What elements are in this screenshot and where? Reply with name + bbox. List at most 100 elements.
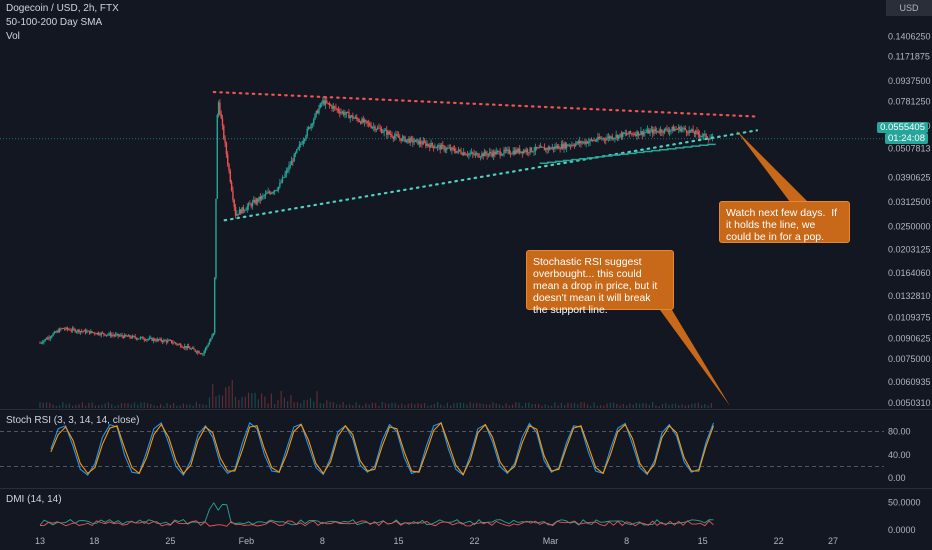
candle-body [90, 331, 92, 334]
candle-body [251, 201, 254, 207]
dmi-label[interactable]: DMI (14, 14) [6, 494, 62, 505]
candle-body [645, 132, 647, 133]
resistance-trendline [212, 90, 759, 118]
candle-body [692, 129, 694, 133]
candle-body [268, 191, 271, 193]
volume-bar [173, 403, 175, 408]
candle-body [371, 126, 374, 128]
candle-body [204, 347, 207, 352]
candle-body [547, 147, 550, 150]
candle-body [120, 335, 122, 336]
volume-bar [407, 403, 409, 408]
volume-bar [521, 405, 523, 408]
volume-bar [378, 405, 380, 408]
candle-body [262, 195, 264, 197]
volume-bar [580, 402, 582, 408]
candle-body [151, 337, 153, 341]
candle-body [296, 149, 298, 153]
volume-bar [593, 402, 595, 408]
volume-bar [238, 399, 240, 408]
y-tick-label: 0.0050310 [888, 398, 931, 408]
candle-body [459, 149, 461, 152]
volume-bar [531, 404, 533, 408]
candle-body [71, 328, 74, 331]
candle-body [466, 154, 469, 156]
volume-bar [440, 404, 442, 408]
candle-body [558, 145, 560, 149]
annotation-watch-callout[interactable]: Watch next few days. If it holds the lin… [719, 201, 850, 243]
candle-body [485, 151, 487, 155]
candle-body [185, 346, 187, 349]
candle-body [237, 213, 239, 215]
stoch-rsi-label[interactable]: Stoch RSI (3, 3, 14, 14, close) [6, 415, 140, 426]
candle-body [208, 341, 211, 345]
candle-body [472, 152, 474, 154]
candle-body [286, 170, 289, 172]
candle-body [554, 146, 556, 149]
candle-body [348, 112, 350, 119]
volume-bar [707, 405, 709, 408]
candle-body [228, 164, 230, 171]
candle-body [255, 199, 258, 204]
candle-body [327, 102, 329, 104]
candle-body [551, 146, 553, 149]
candle-body [210, 338, 212, 342]
candle-body [391, 134, 393, 137]
volume-bar [358, 404, 360, 408]
candle-body [220, 113, 222, 119]
volume-bar [489, 404, 491, 408]
volume-bar [560, 402, 563, 408]
candle-body [121, 335, 123, 337]
candle-body [534, 146, 537, 151]
volume-indicator-label[interactable]: Vol [6, 31, 20, 42]
candle-body [479, 156, 482, 158]
volume-bar [159, 404, 162, 408]
volume-bar [62, 402, 64, 408]
candle-body [194, 349, 196, 352]
candle-body [444, 149, 447, 151]
candle-body [340, 112, 342, 114]
candle-body [213, 277, 216, 334]
sma-indicator-label[interactable]: 50-100-200 Day SMA [6, 17, 103, 28]
candle-body [584, 141, 586, 144]
annotation-stoch-callout[interactable]: Stochastic RSI suggest overbought... thi… [526, 250, 674, 316]
candle-body [110, 334, 113, 336]
volume-bar [68, 403, 70, 408]
candle-body [263, 195, 265, 197]
x-tick-label: Mar [543, 536, 559, 546]
candle-body [478, 156, 481, 158]
candle-body [698, 134, 701, 137]
volume-bar [388, 403, 390, 408]
volume-bar [590, 405, 592, 408]
candle-body [366, 120, 368, 123]
candle-body [409, 137, 411, 143]
volume-bar [700, 405, 703, 408]
candle-body [383, 130, 385, 133]
candle-body [635, 134, 637, 136]
candle-body [427, 144, 430, 146]
candle-body [246, 206, 248, 210]
candle-body [298, 144, 301, 148]
candle-body [271, 192, 273, 194]
price-candles[interactable] [39, 96, 714, 357]
volume-bar [430, 404, 432, 408]
volume-bar [326, 400, 328, 408]
candle-body [139, 337, 142, 339]
candle-body [307, 127, 310, 130]
candle-body [446, 147, 448, 150]
volume-bar [495, 403, 497, 408]
volume-bar [498, 404, 501, 408]
candle-body [573, 145, 576, 147]
volume-bar [482, 403, 484, 408]
volume-bar [225, 387, 227, 408]
candle-body [339, 111, 341, 114]
candle-body [362, 118, 364, 123]
volume-bar [423, 402, 426, 408]
candle-body [199, 353, 202, 355]
volume-bar [78, 404, 80, 408]
volume-bar [335, 404, 338, 408]
candle-body [457, 149, 460, 152]
currency-label[interactable]: USD [886, 0, 932, 16]
candle-body [191, 348, 194, 349]
